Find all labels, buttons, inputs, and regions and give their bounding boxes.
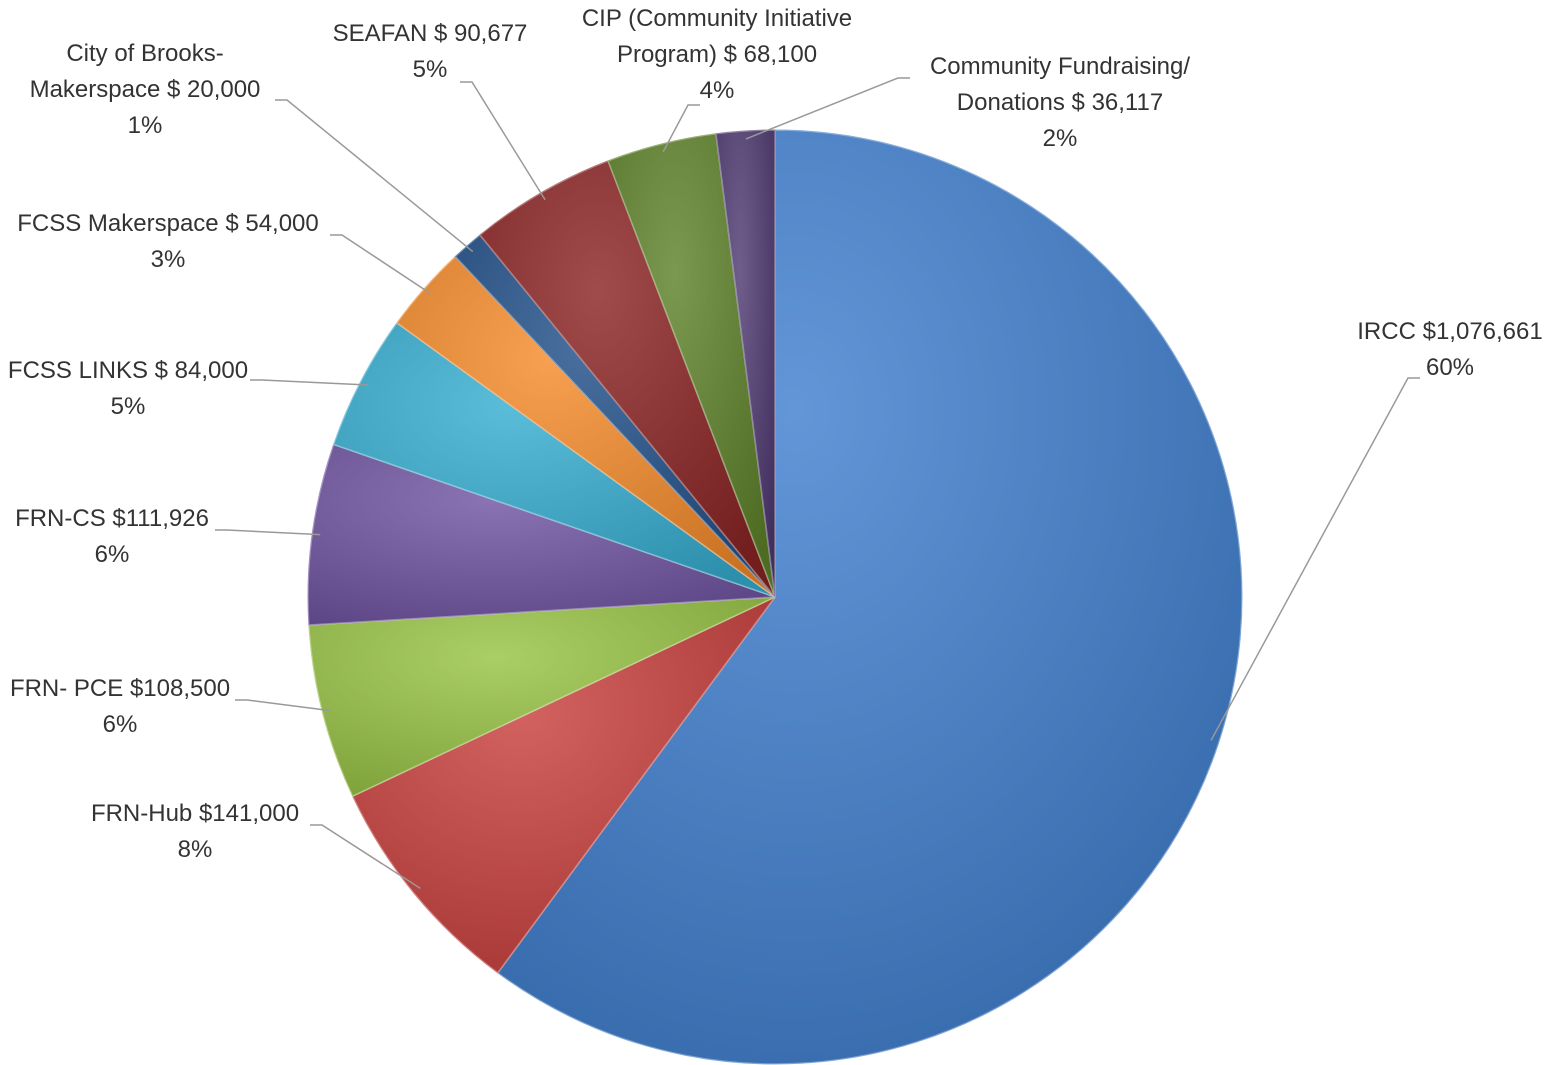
label-line: FRN- PCE [10,675,130,702]
label-value: $ 54,000 [225,210,318,237]
leader-line [275,99,474,253]
label-line: Program) [617,41,724,68]
leader-line [460,81,546,201]
label-percent: 8% [178,836,213,863]
label-line: SEAFAN [333,20,434,47]
label-percent: 4% [700,77,735,104]
label-category: IRCC [1357,318,1422,345]
leader-line [235,699,331,712]
slice-label: FRN-Hub $141,000 8% [91,800,299,863]
label-category: FCSS Makerspace [17,210,225,237]
label-value: $ 20,000 [167,76,260,103]
leader-line [662,104,700,153]
label-percent: 6% [95,541,130,568]
label-line: City of Brooks- [66,40,223,67]
leader-line [745,77,910,140]
slice-label: FCSS Makerspace $ 54,000 3% [17,210,319,273]
slice-label: IRCC $1,076,661 60% [1357,318,1542,381]
label-line: CIP (Community Initiative [582,5,852,32]
label-value: $ 36,117 [1072,89,1164,116]
label-percent: 3% [151,246,186,273]
label-percent: 5% [111,393,146,420]
label-line: IRCC [1357,318,1422,345]
slice-shade [715,129,776,598]
label-percent: 1% [128,112,163,139]
label-value: $141,000 [199,800,299,827]
label-value: $ 90,677 [434,20,527,47]
leader-line [1210,377,1420,741]
label-percent: 5% [413,56,448,83]
label-value: $ 84,000 [155,357,248,384]
leader-line [215,529,321,536]
label-value: $108,500 [130,675,230,702]
label-category: FRN- PCE [10,675,130,702]
slice-label: City of Brooks- Makerspace $ 20,000 1% [30,40,261,139]
label-category: City of Brooks- Makerspace [30,40,224,103]
label-category: FCSS LINKS [8,357,155,384]
label-line: FCSS Makerspace [17,210,225,237]
label-value: $1,076,661 [1423,318,1543,345]
label-value: $111,926 [112,505,209,532]
label-line: Community Fundraising/ [930,53,1190,80]
label-line: FRN-Hub [91,800,199,827]
label-category: FRN-CS [15,505,112,532]
slice-label: Community Fundraising/Donations $ 36,117… [930,53,1190,152]
leader-line [250,379,368,386]
label-line: FCSS LINKS [8,357,155,384]
label-line: Makerspace [30,76,167,103]
label-line: Donations [957,89,1072,116]
slice-shade [496,129,1243,1065]
label-category: Community Fundraising/Donations [930,53,1190,116]
slice-shade [308,596,776,798]
label-value: $ 68,100 [724,41,817,68]
label-line: FRN-CS [15,505,112,532]
slice-label: CIP (Community Initiative Program) $ 68,1… [582,5,852,104]
label-percent: 2% [1043,125,1078,152]
leader-line [330,234,431,295]
label-category: SEAFAN [333,20,434,47]
slice-shade [351,596,776,974]
label-category: CIP (Community Initiative Program) [582,5,852,68]
leader-line [310,824,421,890]
slice-label: FRN-CS $111,926 6% [15,505,209,568]
slice-label: SEAFAN $ 90,677 5% [333,20,528,83]
label-category: FRN-Hub [91,800,199,827]
slice-label: FCSS LINKS $ 84,000 5% [8,357,248,420]
slice-label: FRN- PCE $108,500 6% [10,675,230,738]
label-percent: 6% [103,711,138,738]
label-percent: 60% [1426,354,1474,381]
